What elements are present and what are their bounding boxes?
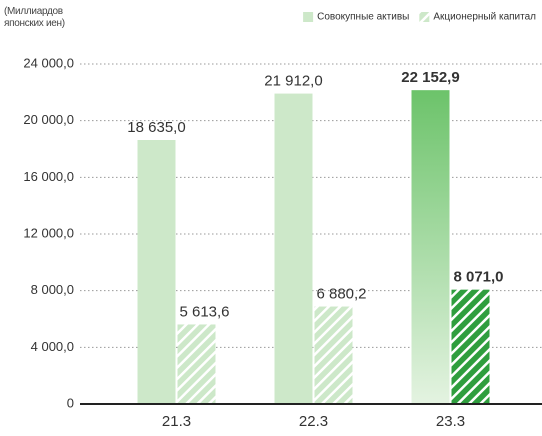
bar	[177, 324, 216, 404]
y-tick-label: 20 000,0	[23, 112, 74, 127]
bar	[411, 90, 450, 405]
y-axis-label: (Миллиардов японских иен)	[4, 6, 65, 29]
bar	[314, 306, 353, 404]
legend-label: Совокупные активы	[317, 12, 409, 23]
value-label: 6 880,2	[316, 285, 366, 302]
value-label: 18 635,0	[127, 119, 185, 136]
y-tick-label: 4 000,0	[31, 339, 74, 354]
legend-swatch	[419, 12, 430, 22]
value-label: 8 071,0	[453, 269, 503, 286]
y-tick-label: 16 000,0	[23, 169, 74, 184]
bar	[137, 140, 176, 405]
value-label: 21 912,0	[264, 73, 322, 90]
legend-swatch	[303, 12, 314, 22]
x-tick-label: 23.3	[436, 413, 465, 430]
y-tick-label: 8 000,0	[31, 282, 74, 297]
value-label: 5 613,6	[179, 303, 229, 320]
y-tick-label: 0	[67, 395, 74, 410]
y-tick-label: 24 000,0	[23, 55, 74, 70]
legend-label: Акционерный капитал	[433, 12, 536, 23]
bar	[451, 289, 490, 404]
bar	[274, 93, 313, 404]
y-tick-label: 12 000,0	[23, 225, 74, 240]
x-tick-label: 21.3	[162, 413, 191, 430]
value-label: 22 152,9	[401, 69, 459, 86]
x-tick-label: 22.3	[299, 413, 328, 430]
